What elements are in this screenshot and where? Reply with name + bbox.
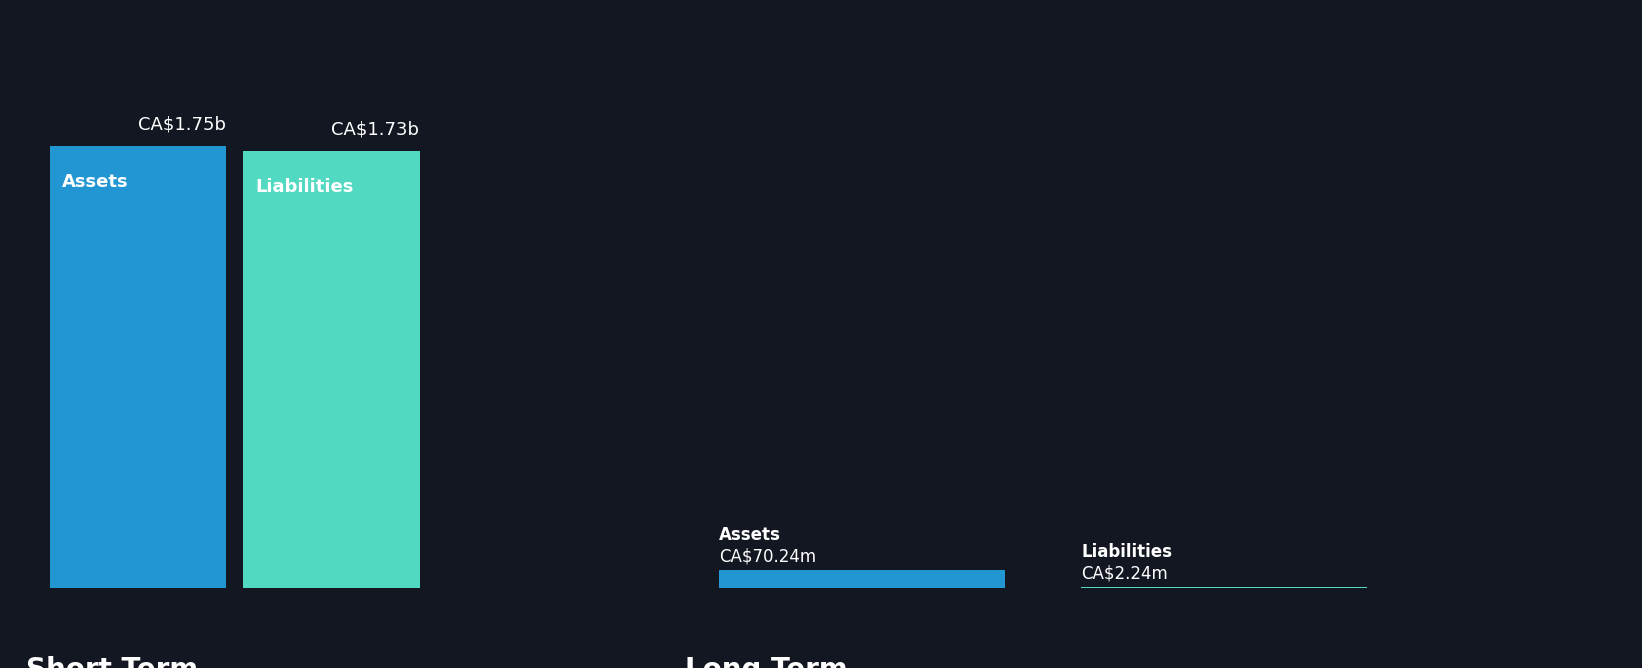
- Text: Assets: Assets: [719, 526, 782, 544]
- Text: Long Term: Long Term: [685, 655, 849, 668]
- Text: Liabilities: Liabilities: [1080, 543, 1172, 560]
- Bar: [243, 152, 420, 588]
- Text: CA$2.24m: CA$2.24m: [1080, 565, 1167, 583]
- Text: CA$1.73b: CA$1.73b: [332, 120, 419, 138]
- Text: CA$70.24m: CA$70.24m: [719, 548, 816, 566]
- Bar: [49, 146, 227, 588]
- Text: Short Term: Short Term: [26, 655, 197, 668]
- Text: CA$1.75b: CA$1.75b: [138, 115, 227, 133]
- Text: Assets: Assets: [62, 173, 128, 191]
- Bar: [719, 570, 1005, 588]
- Text: Liabilities: Liabilities: [256, 178, 355, 196]
